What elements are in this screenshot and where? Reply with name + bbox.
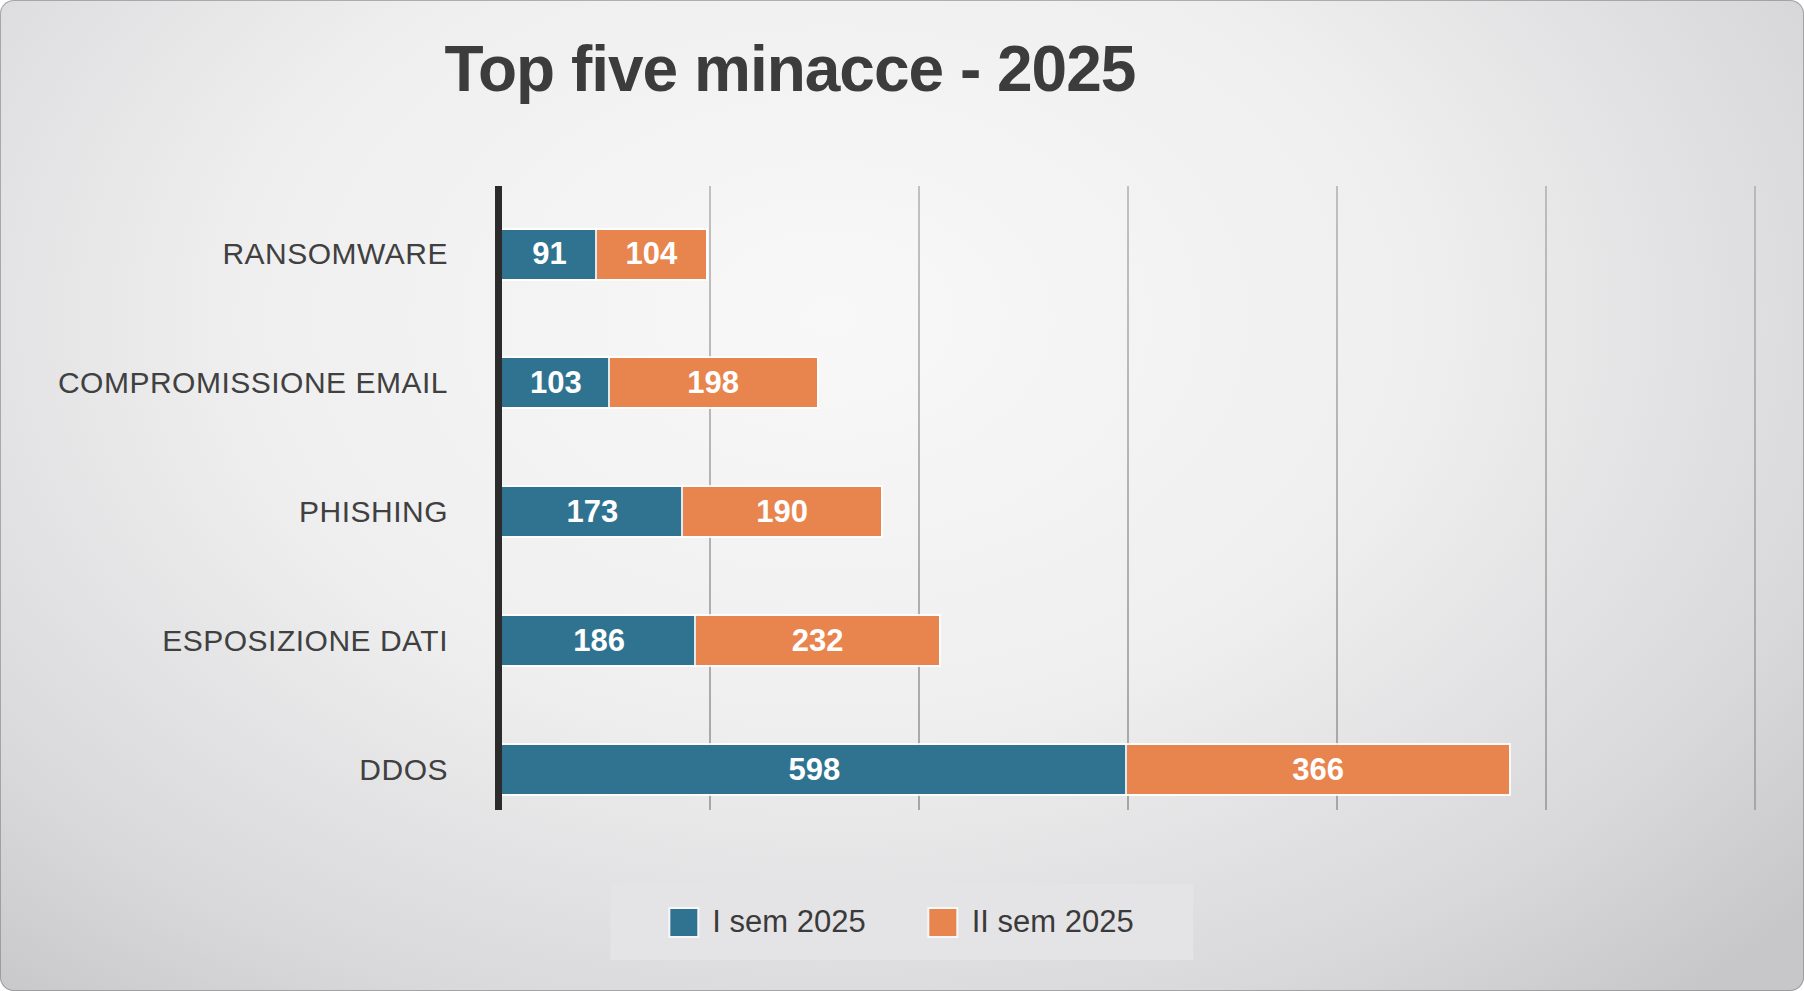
category-label: PHISHING [8,495,448,529]
bar-segment: 186 [502,616,696,665]
gridline [1754,186,1756,810]
legend-item: II sem 2025 [930,904,1134,940]
legend-label: I sem 2025 [712,904,865,940]
bar-row: 173 190 [502,487,881,536]
legend-label: II sem 2025 [972,904,1134,940]
bar-value-label: 198 [687,365,739,401]
bar-segment: 190 [683,487,882,536]
bar-segment: 173 [502,487,683,536]
legend-swatch-icon [670,909,697,936]
legend: I sem 2025 II sem 2025 [610,884,1193,960]
bar-segment: 91 [502,230,597,279]
plot-area: RANSOMWARE91104COMPROMISSIONE EMAIL10319… [500,186,1792,810]
gridline [1127,186,1129,810]
gridline [1336,186,1338,810]
y-axis-line [495,186,502,810]
bar-row: 91 104 [502,230,706,279]
category-label: RANSOMWARE [8,237,448,271]
gridline [918,186,920,810]
legend-item: I sem 2025 [670,904,865,940]
category-label: DDOS [8,753,448,787]
bar-row: 598 366 [502,745,1509,794]
bar-value-label: 103 [530,365,582,401]
bar-segment: 198 [610,358,817,407]
bar-segment: 366 [1127,745,1509,794]
category-label: ESPOSIZIONE DATI [8,624,448,658]
bar-segment: 104 [597,230,706,279]
bar-value-label: 186 [573,623,625,659]
bar-segment: 103 [502,358,610,407]
bar-value-label: 104 [626,236,678,272]
bar-value-label: 232 [792,623,844,659]
bar-value-label: 190 [756,494,808,530]
bar-value-label: 366 [1292,752,1344,788]
bar-row: 103 198 [502,358,817,407]
bar-segment: 598 [502,745,1127,794]
bar-value-label: 91 [532,236,566,272]
chart-canvas: Top five minacce - 2025 RANSOMWARE 91 104 C… [0,0,1804,991]
bar-row: 186 232 [502,616,939,665]
chart-title: Top five minacce - 2025 [0,32,1580,106]
bar-value-label: 173 [567,494,619,530]
bar-segment: 232 [696,616,938,665]
gridline [1545,186,1547,810]
bar-value-label: 598 [789,752,841,788]
legend-swatch-icon [930,909,957,936]
category-label: COMPROMISSIONE EMAIL [8,366,448,400]
